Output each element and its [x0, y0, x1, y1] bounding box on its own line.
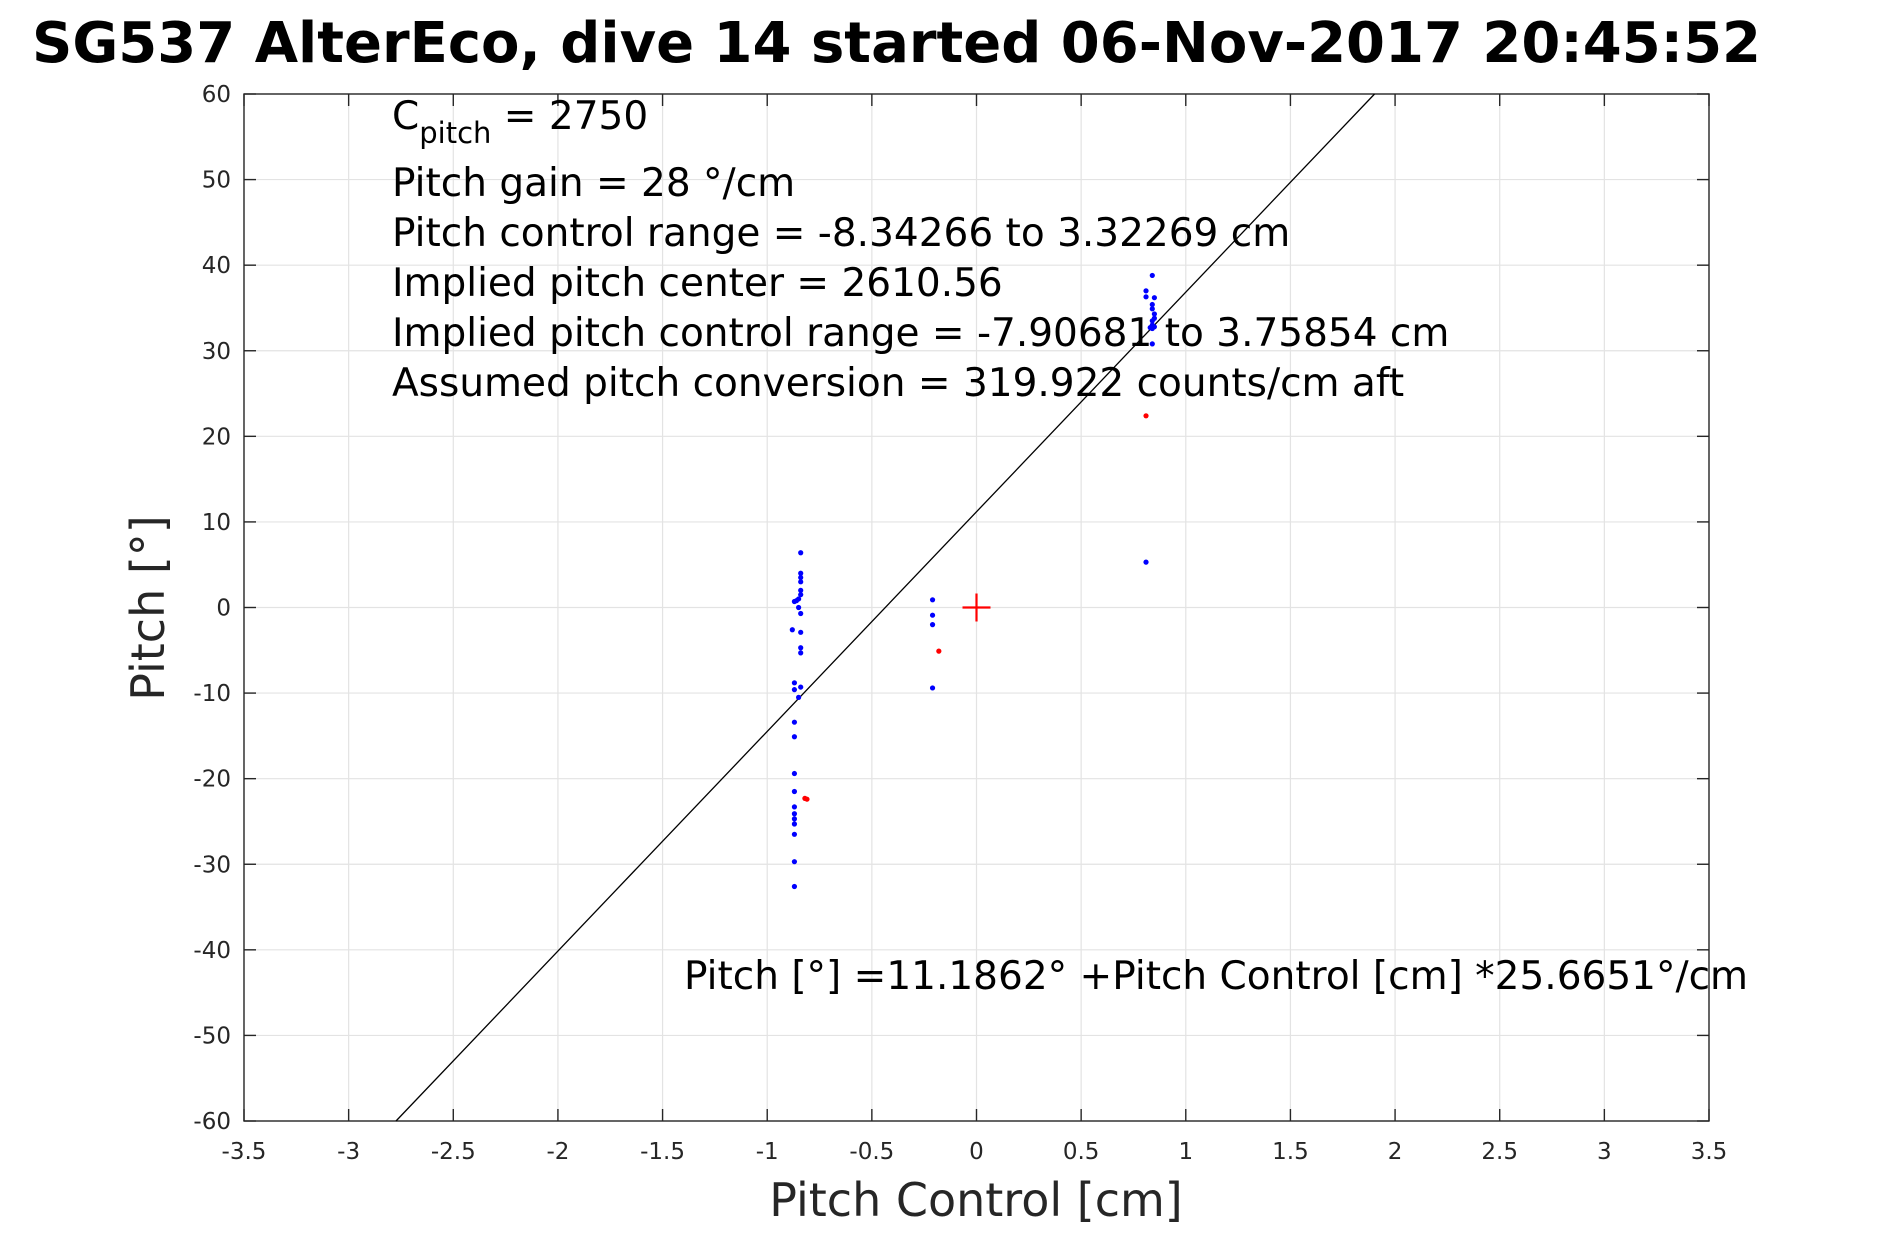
y-tick-label: 10 — [202, 510, 231, 536]
y-tick-label: -20 — [193, 767, 231, 793]
y-tick-label: -50 — [193, 1023, 231, 1049]
blue-data-point — [791, 680, 798, 686]
blue-data-point — [796, 694, 802, 700]
blue-data-point — [796, 604, 802, 611]
blue-data-point — [798, 550, 804, 556]
blue-data-point — [798, 610, 804, 617]
blue-data-point — [791, 811, 798, 817]
blue-data-point — [929, 622, 936, 628]
blue-data-point — [798, 645, 804, 651]
y-tick-label: 50 — [202, 168, 231, 194]
blue-data-point — [791, 598, 798, 605]
blue-data-point — [1143, 288, 1149, 294]
implied-pitch-control-range-annotation: Implied pitch control range = -7.90681 t… — [392, 311, 1449, 356]
blue-data-point — [791, 788, 798, 795]
data-points — [789, 272, 1157, 890]
blue-data-point — [798, 684, 804, 690]
y-tick-label: -30 — [193, 852, 231, 878]
blue-data-point — [791, 804, 798, 810]
blue-data-point — [1151, 311, 1157, 317]
blue-data-point — [1149, 301, 1155, 308]
red-data-point — [936, 648, 942, 654]
y-tick-label: 40 — [202, 253, 231, 279]
grid — [243, 93, 1710, 1122]
blue-data-point — [1149, 341, 1155, 347]
y-tick-label: -10 — [193, 681, 231, 707]
blue-data-point — [929, 597, 936, 603]
x-tick-label: 1.5 — [1272, 1139, 1309, 1165]
blue-data-point — [1143, 559, 1149, 565]
blue-data-point — [929, 612, 936, 618]
x-tick-label: -0.5 — [849, 1139, 894, 1165]
blue-data-point — [798, 574, 804, 581]
y-tick-label: -40 — [193, 938, 231, 964]
x-tick-label: 2.5 — [1481, 1139, 1518, 1165]
x-axis-label: Pitch Control [cm] — [769, 1173, 1183, 1227]
y-axis-label: Pitch [°] — [121, 515, 175, 701]
blue-data-point — [791, 831, 798, 837]
fit-line-layer — [395, 93, 1376, 1122]
blue-data-point — [791, 770, 798, 777]
c-pitch-annotation: Cpitch = 2750 — [392, 94, 648, 150]
x-tick-label: 3.5 — [1691, 1139, 1728, 1165]
blue-data-point — [791, 687, 798, 693]
assumed-pitch-conversion-annotation: Assumed pitch conversion = 319.922 count… — [392, 361, 1404, 406]
fit-line — [395, 93, 1376, 1122]
blue-data-point — [1147, 325, 1153, 331]
pitch-gain-annotation: Pitch gain = 28 °/cm — [392, 161, 795, 206]
blue-data-point — [1149, 306, 1155, 312]
implied-pitch-center-annotation: Implied pitch center = 2610.56 — [392, 261, 1003, 306]
y-tick-label: 30 — [202, 339, 231, 365]
blue-data-point — [791, 734, 798, 740]
fit-equation-annotation: Pitch [°] =11.1862° +Pitch Control [cm] … — [684, 954, 1748, 999]
blue-data-point — [1143, 294, 1149, 300]
blue-data-point — [1151, 315, 1157, 321]
blue-data-point — [791, 816, 798, 822]
x-tick-label: 0.5 — [1063, 1139, 1100, 1165]
blue-data-point — [791, 883, 798, 890]
blue-data-point — [789, 627, 795, 633]
x-tick-label: 2 — [1388, 1139, 1403, 1165]
x-tick-label: 1 — [1178, 1139, 1193, 1165]
chart-title: SG537 AlterEco, dive 14 started 06-Nov-2… — [32, 11, 1761, 76]
pitch-control-range-annotation: Pitch control range = -8.34266 to 3.3226… — [392, 211, 1290, 256]
x-tick-label: 3 — [1597, 1139, 1612, 1165]
axis-ticks: -3.5 -3 -2.5 -2 -1.5 -1 -0.5 0 0.5 1 1.5 2 2.5 3 3.5 -6… — [193, 82, 1727, 1165]
y-tick-label: 0 — [216, 596, 231, 622]
blue-data-point — [798, 650, 804, 656]
blue-data-point — [1149, 272, 1155, 279]
blue-data-point — [798, 570, 804, 576]
blue-data-point — [929, 685, 936, 691]
center-marker-layer — [962, 593, 991, 622]
red-data-point — [1143, 413, 1149, 419]
x-tick-label: -1 — [756, 1139, 779, 1165]
blue-data-point — [791, 821, 798, 827]
blue-data-point — [798, 587, 804, 593]
blue-data-point — [798, 579, 804, 585]
red-data-point — [804, 796, 810, 802]
x-tick-label: -1.5 — [640, 1139, 685, 1165]
blue-data-point — [1151, 295, 1157, 301]
blue-data-point — [1151, 324, 1157, 330]
y-tick-label: 20 — [202, 424, 231, 450]
x-tick-label: -2.5 — [431, 1139, 476, 1165]
x-tick-label: -3.5 — [222, 1139, 267, 1165]
blue-data-point — [791, 719, 798, 725]
blue-data-point — [798, 629, 804, 635]
x-tick-label: -3 — [337, 1139, 360, 1165]
y-tick-label: 60 — [202, 82, 231, 108]
parameter-annotations: Cpitch = 2750 Pitch gain = 28 °/cm Pitch… — [392, 94, 1748, 999]
y-tick-label: -60 — [193, 1109, 231, 1135]
blue-data-point — [791, 859, 798, 865]
blue-data-point — [798, 592, 804, 598]
x-tick-label: -2 — [546, 1139, 569, 1165]
x-tick-label: 0 — [969, 1139, 984, 1165]
